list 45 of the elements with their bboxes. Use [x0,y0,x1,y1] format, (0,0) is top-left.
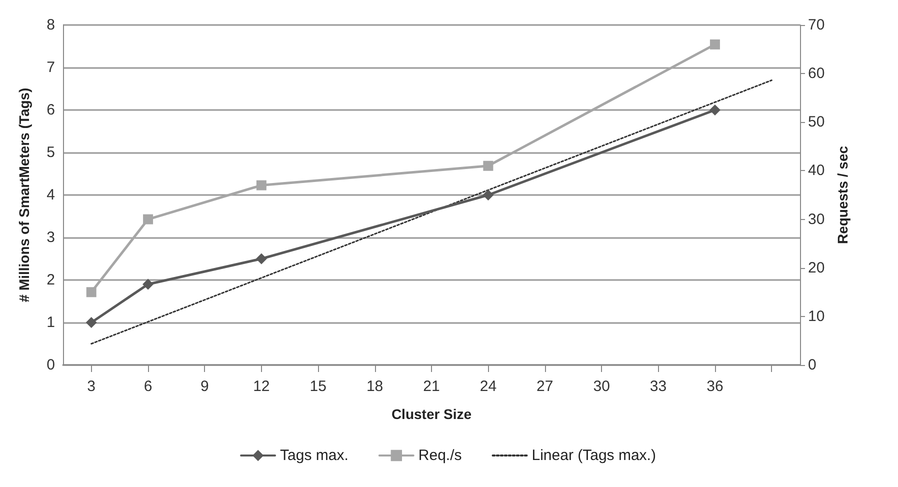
x-axis-title: Cluster Size [391,406,472,422]
x-tick-label: 9 [200,378,209,395]
x-tick-label: 24 [480,378,497,395]
x-tick-label: 15 [310,378,326,395]
y-tick-label: 5 [46,144,55,161]
y-tick-label: 6 [46,102,55,118]
legend-label: Linear (Tags max.) [532,447,656,464]
x-tick-label: 6 [144,378,152,395]
point [256,180,266,190]
y2-tick-label: 30 [808,210,825,228]
y-tick-label: 4 [46,186,55,204]
y2-tick-label: 60 [808,65,825,82]
y2-tick-label: 50 [808,114,825,131]
point [710,39,720,50]
y-tick-label: 1 [46,314,55,331]
point [709,104,720,116]
point [143,214,154,224]
y2-tick-label: 20 [808,259,825,276]
y2-tick-label: 10 [808,308,825,325]
point [482,190,494,200]
point [483,160,494,171]
x-tick-label: 21 [423,378,440,395]
point [86,317,97,328]
x-tick-label: 36 [706,378,724,395]
point [142,278,154,290]
point [256,253,267,264]
y2-tick-label: 70 [808,16,825,34]
y2-tick-label: 0 [808,356,816,374]
x-tick-label: 30 [593,378,610,395]
y-tick-label: 0 [46,356,55,374]
legend-label: Tags max. [280,447,348,464]
x-tick-label: 18 [366,378,384,395]
y-tick-label: 7 [46,59,55,76]
x-tick-label: 33 [650,378,667,395]
y-tick-label: 8 [46,16,55,34]
point [86,287,96,298]
x-tick-label: 27 [536,378,554,395]
y-tick-label: 2 [46,272,55,288]
y2-tick-label: 40 [808,162,825,180]
y-axis-title: # Millions of SmartMeters (Tags) [16,88,32,302]
x-tick-label: 3 [87,378,96,395]
legend-label: Req./s [418,447,462,464]
x-tick-label: 12 [253,378,270,395]
y-tick-label: 3 [46,229,55,246]
y2-axis-title: Requests / sec [834,146,851,244]
